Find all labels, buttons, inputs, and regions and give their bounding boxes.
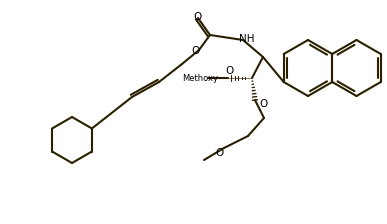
Text: O: O — [215, 148, 223, 158]
Text: Methoxy: Methoxy — [182, 73, 218, 82]
Text: O: O — [193, 12, 201, 22]
Text: O: O — [225, 66, 233, 76]
Text: O: O — [191, 46, 199, 56]
Text: NH: NH — [239, 34, 255, 44]
Text: O: O — [259, 99, 267, 109]
